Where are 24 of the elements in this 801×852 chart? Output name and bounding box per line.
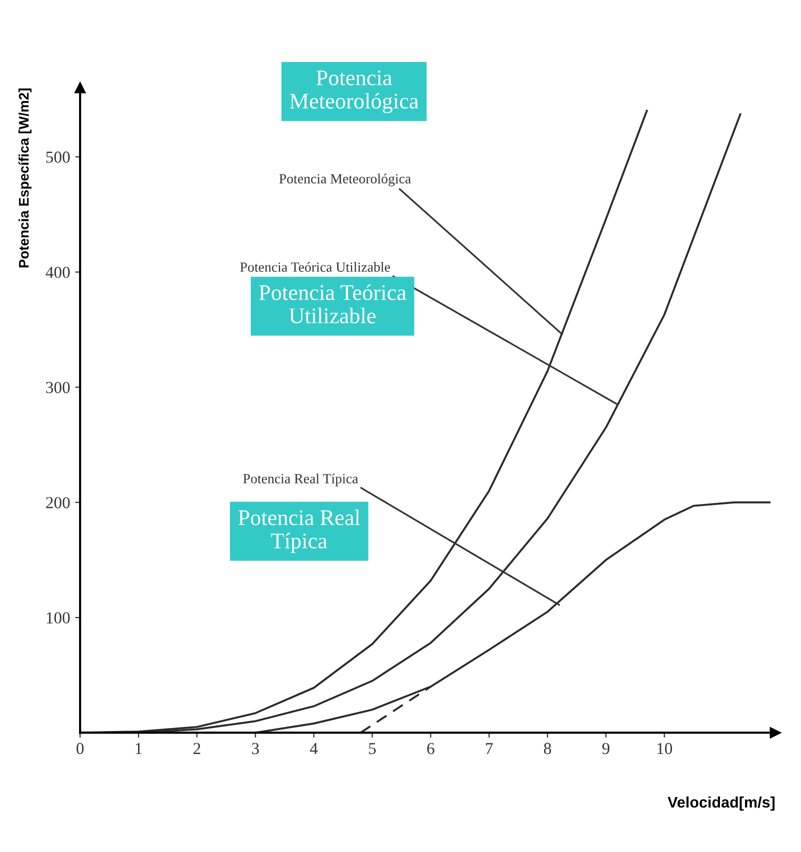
x-tick-label: 9 [602,742,610,754]
x-tick-label: 4 [310,743,318,754]
y-tick-label: 400 [46,266,70,278]
annotation: Potencia Real Típica [238,510,360,553]
x-tick-label: 10 [657,742,672,754]
x-tick-label: 6 [427,742,434,754]
x-tick-label: 8 [544,742,552,754]
y-tick-label: 200 [46,497,70,508]
y-tick-label: 500 [46,152,70,163]
x-tick-label: 7 [486,743,493,754]
x-tick-label: 3 [252,742,259,754]
annotation: Potencia Real Típica [243,474,358,486]
annotation: Potencia Meteorológica [279,174,411,186]
y-tick-label: 100 [46,612,70,624]
annotation: Potencia Teórica Utilizable [259,284,406,324]
y-axis-title: Potencia Específica [W/m2] [18,88,32,268]
x-tick-label: 0 [76,742,84,754]
x-tick-label: 1 [136,743,142,754]
annotation: Potencia Meteorológica [290,70,419,114]
x-tick-label: 5 [369,743,376,754]
annotation: Potencia Teórica Utilizable [240,262,390,272]
y-tick-label: 300 [46,382,70,394]
x-axis-title: Velocidad[m/s] [668,796,775,811]
x-tick-label: 2 [194,742,200,754]
